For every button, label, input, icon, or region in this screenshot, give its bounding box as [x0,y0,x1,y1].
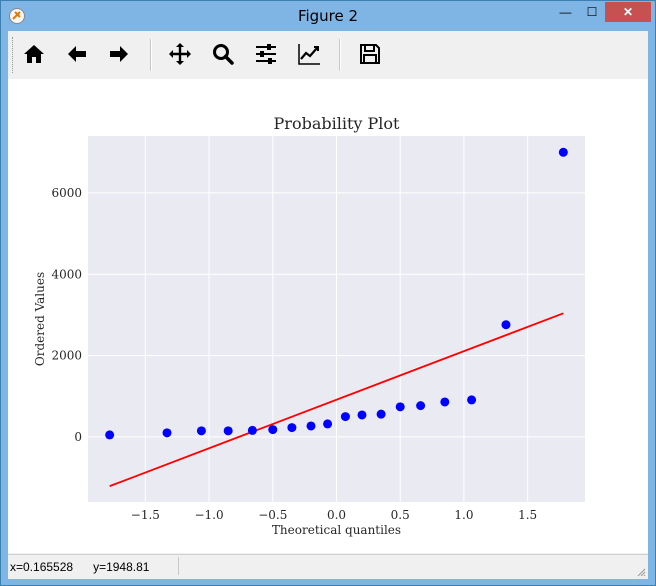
back-button[interactable] [60,37,94,71]
data-point [340,412,350,422]
y-tick-label: 4000 [51,267,82,281]
data-point [395,402,405,412]
data-point [440,397,450,407]
pan-button[interactable] [163,37,197,71]
close-button[interactable]: ✕ [605,2,651,22]
zoom-button[interactable] [206,37,240,71]
x-tick-label: −0.5 [258,508,287,522]
navigation-toolbar [8,31,648,79]
data-point [323,419,333,429]
data-point [357,410,367,420]
x-tick-label: −1.0 [194,508,223,522]
fit-line [109,312,564,487]
x-tick-label: 1.5 [518,508,537,522]
home-icon [24,45,44,63]
toolbar-grip[interactable] [12,37,16,73]
line-chart-icon [298,44,320,65]
y-tick-label: 2000 [51,349,82,363]
maximize-button[interactable]: ☐ [586,5,598,19]
figure-canvas[interactable]: −1.5 −1.0 −0.5 0.0 0.5 1.0 1.5 0 2000 4000 6000 Pr… [8,79,648,553]
data-point [376,409,386,419]
toolbar-separator [150,39,152,71]
x-tick-label: 0.5 [391,508,410,522]
data-point [467,395,477,405]
x-axis-label: Theoretical quantiles [272,523,401,537]
toolbar-separator [339,39,341,71]
data-point [196,426,206,436]
chart-title: Probability Plot [274,114,400,133]
data-point [268,425,278,435]
floppy-disk-icon [360,44,380,64]
app-icon [8,7,26,25]
data-point [162,428,172,438]
resize-grip-icon[interactable] [636,567,646,577]
data-point [416,401,426,411]
data-point [501,320,511,330]
data-point [287,423,297,433]
x-tick-label: 1.0 [454,508,473,522]
status-separator [178,557,179,575]
subplots-button[interactable] [249,37,283,71]
data-point [306,421,316,431]
minimize-button[interactable]: — [559,5,572,19]
data-point [105,430,115,440]
home-button[interactable] [17,37,51,71]
title-bar[interactable]: Figure 2 — ☐ ✕ [1,1,655,31]
client-area: −1.5 −1.0 −0.5 0.0 0.5 1.0 1.5 0 2000 4000 6000 Pr… [8,31,648,579]
cursor-coordinates: x=0.165528 y=1948.81 [10,560,150,574]
arrow-right-icon [110,46,128,62]
status-bar: x=0.165528 y=1948.81 [8,554,648,579]
y-axis-label: Ordered Values [33,272,47,366]
y-tick-label: 6000 [51,186,82,200]
y-tick-label: 0 [74,430,82,444]
save-button[interactable] [353,37,387,71]
x-tick-label: −1.5 [131,508,160,522]
forward-button[interactable] [102,37,136,71]
x-tick-label: 0.0 [327,508,346,522]
sliders-icon [256,44,276,64]
edit-axis-button[interactable] [292,37,326,71]
magnifier-icon [213,44,234,65]
probability-plot[interactable]: −1.5 −1.0 −0.5 0.0 0.5 1.0 1.5 0 2000 4000 6000 Pr… [8,79,648,553]
data-point [223,426,233,436]
window-title: Figure 2 [297,7,359,25]
data-point [247,425,257,435]
arrow-left-icon [68,46,86,62]
data-point [558,147,568,157]
move-icon [169,43,191,65]
